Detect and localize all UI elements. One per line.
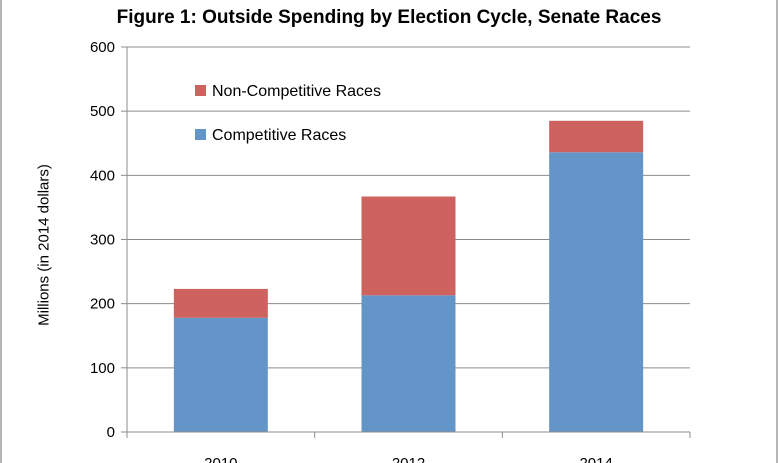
legend-swatch-competitive	[195, 129, 206, 140]
x-tick-label: 2012	[392, 455, 425, 463]
bar-2010-non-competitive	[173, 288, 268, 318]
bar-2012-non-competitive	[361, 196, 456, 296]
legend-label-non-competitive: Non-Competitive Races	[212, 83, 381, 100]
y-tick-label: 300	[90, 232, 115, 249]
chart-title: Figure 1: Outside Spending by Election C…	[116, 7, 662, 28]
x-tick-label: 2010	[204, 455, 237, 463]
y-tick-label: 100	[90, 360, 115, 377]
bar-2010-competitive	[173, 317, 268, 432]
bar-2012-competitive	[361, 295, 456, 432]
bar-2014-non-competitive	[549, 120, 644, 153]
y-tick-label: 400	[90, 167, 115, 184]
x-tick-label: 2014	[579, 455, 612, 463]
y-tick-label: 0	[107, 424, 115, 441]
legend: Non-Competitive Races Competitive Races	[195, 83, 381, 144]
legend-swatch-non-competitive	[195, 85, 206, 96]
y-tick-label: 500	[90, 103, 115, 120]
y-tick-label: 200	[90, 296, 115, 313]
bar-2014-competitive	[549, 152, 644, 432]
y-tick-label: 600	[90, 39, 115, 56]
bars	[173, 120, 644, 432]
axes	[121, 46, 691, 438]
tick-labels: 0 100 200 300 400 500 600 2010 2012 2014	[90, 39, 613, 463]
legend-label-competitive: Competitive Races	[212, 127, 346, 144]
